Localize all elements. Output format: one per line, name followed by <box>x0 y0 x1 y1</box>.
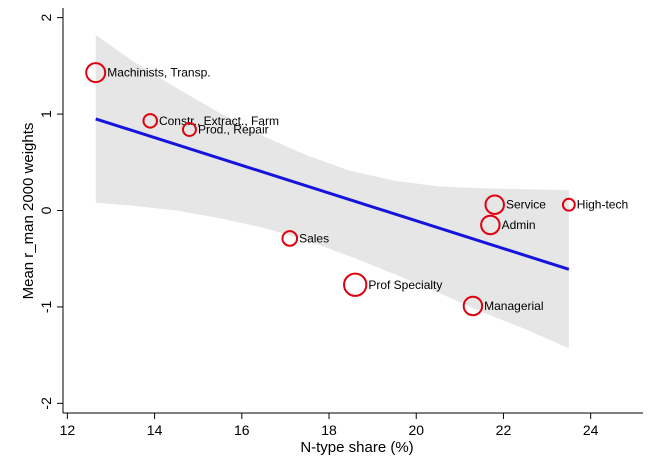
point-label: High-tech <box>577 198 628 212</box>
point-label: Admin <box>502 218 536 232</box>
y-tick-label: 0 <box>38 206 54 214</box>
data-point <box>561 197 576 212</box>
point-label: Managerial <box>484 299 543 313</box>
data-points: Machinists, Transp. Constr., Extract., Fa… <box>85 62 628 317</box>
data-point <box>181 122 197 137</box>
x-tick-label: 22 <box>496 422 512 438</box>
fit-line <box>95 117 570 271</box>
y-tick-label: 1 <box>38 110 54 118</box>
point-label: Prod., Repair <box>198 123 269 137</box>
x-tick-label: 16 <box>234 422 250 438</box>
point-label: Constr., Extract., Farm <box>159 114 279 128</box>
x-axis: 12 14 16 18 20 22 24 <box>60 412 643 438</box>
point-label: Prof Specialty <box>368 278 442 292</box>
fit-line-group <box>95 117 570 271</box>
data-point <box>281 230 299 247</box>
x-tick-label: 18 <box>321 422 337 438</box>
y-axis-title: Mean r_man 2000 weights <box>20 123 37 300</box>
data-point <box>85 62 107 84</box>
data-point <box>343 272 368 297</box>
data-point <box>142 113 158 129</box>
point-label: Sales <box>299 231 329 245</box>
data-point <box>462 295 484 317</box>
x-tick-label: 12 <box>60 422 76 438</box>
data-point <box>480 214 501 236</box>
confidence-band <box>95 35 569 349</box>
x-tick-label: 14 <box>147 422 163 438</box>
x-tick-label: 24 <box>583 422 599 438</box>
y-tick-label: -1 <box>38 300 54 313</box>
y-axis: -2 -1 0 1 2 <box>38 8 64 413</box>
y-tick-label: 2 <box>38 14 54 22</box>
x-tick-label: 20 <box>408 422 424 438</box>
point-label: Machinists, Transp. <box>107 66 210 80</box>
data-point <box>484 194 505 215</box>
point-label: Service <box>506 198 546 212</box>
x-axis-title: N-type share (%) <box>300 439 413 456</box>
y-tick-label: -2 <box>38 397 54 410</box>
